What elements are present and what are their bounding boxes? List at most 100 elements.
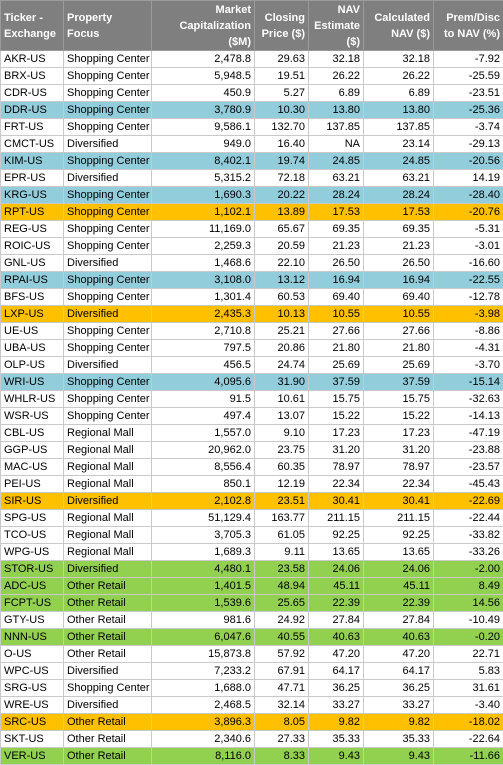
- property-focus-cell: Shopping Center: [64, 102, 152, 119]
- nav-estimate-cell: 25.69: [309, 357, 364, 374]
- prem-disc-cell: 31.61: [434, 680, 503, 697]
- property-focus-cell: Other Retail: [64, 612, 152, 629]
- ticker-cell: NNN-US: [1, 629, 64, 646]
- market-cap-cell: 8,402.1: [152, 153, 255, 170]
- prem-disc-cell: -23.57: [434, 459, 503, 476]
- market-cap-cell: 2,102.8: [152, 493, 255, 510]
- property-focus-cell: Diversified: [64, 357, 152, 374]
- property-focus-cell: Other Retail: [64, 629, 152, 646]
- prem-disc-cell: 5.83: [434, 663, 503, 680]
- closing-price-cell: 60.53: [255, 289, 309, 306]
- nav-estimate-cell: 24.06: [309, 561, 364, 578]
- prem-disc-cell: -22.69: [434, 493, 503, 510]
- market-cap-cell: 5,315.2: [152, 170, 255, 187]
- market-cap-cell: 1,468.6: [152, 255, 255, 272]
- ticker-cell: FCPT-US: [1, 595, 64, 612]
- calculated-nav-cell: 27.66: [364, 323, 434, 340]
- property-focus-cell: Shopping Center: [64, 391, 152, 408]
- market-cap-cell: 3,705.3: [152, 527, 255, 544]
- closing-price-cell: 32.14: [255, 697, 309, 714]
- nav-estimate-cell: 137.85: [309, 119, 364, 136]
- property-focus-cell: Regional Mall: [64, 544, 152, 561]
- calculated-nav-cell: 27.84: [364, 612, 434, 629]
- closing-price-cell: 40.55: [255, 629, 309, 646]
- calculated-nav-cell: 28.24: [364, 187, 434, 204]
- market-cap-cell: 4,095.6: [152, 374, 255, 391]
- closing-price-cell: 24.92: [255, 612, 309, 629]
- prem-disc-cell: -12.78: [434, 289, 503, 306]
- nav-estimate-cell: 26.22: [309, 68, 364, 85]
- closing-price-cell: 31.90: [255, 374, 309, 391]
- prem-disc-cell: -33.26: [434, 544, 503, 561]
- ticker-cell: TCO-US: [1, 527, 64, 544]
- nav-estimate-cell: 64.17: [309, 663, 364, 680]
- header-line: Property: [67, 10, 148, 26]
- property-focus-cell: Regional Mall: [64, 527, 152, 544]
- property-focus-cell: Diversified: [64, 561, 152, 578]
- property-focus-cell: Shopping Center: [64, 51, 152, 68]
- prem-disc-cell: -3.98: [434, 306, 503, 323]
- closing-price-cell: 8.33: [255, 748, 309, 765]
- closing-price-cell: 65.67: [255, 221, 309, 238]
- prem-disc-cell: -14.13: [434, 408, 503, 425]
- closing-price-cell: 61.05: [255, 527, 309, 544]
- prem-disc-cell: 14.19: [434, 170, 503, 187]
- property-focus-cell: Shopping Center: [64, 340, 152, 357]
- calculated-nav-cell: 47.20: [364, 646, 434, 663]
- market-cap-cell: 11,169.0: [152, 221, 255, 238]
- nav-estimate-cell: 17.23: [309, 425, 364, 442]
- calculated-nav-cell: 31.20: [364, 442, 434, 459]
- nav-estimate-cell: 35.33: [309, 731, 364, 748]
- prem-disc-cell: -47.19: [434, 425, 503, 442]
- header-line: Capitalization: [155, 18, 251, 34]
- property-focus-cell: Shopping Center: [64, 119, 152, 136]
- prem-disc-cell: -3.70: [434, 357, 503, 374]
- ticker-cell: BFS-US: [1, 289, 64, 306]
- calculated-nav-cell: 30.41: [364, 493, 434, 510]
- property-focus-cell: Shopping Center: [64, 187, 152, 204]
- ticker-cell: GTY-US: [1, 612, 64, 629]
- closing-price-cell: 19.51: [255, 68, 309, 85]
- header-line: Market: [155, 2, 251, 18]
- calculated-nav-cell: 26.22: [364, 68, 434, 85]
- closing-price-cell: 72.18: [255, 170, 309, 187]
- prem-disc-cell: -20.76: [434, 204, 503, 221]
- closing-price-cell: 10.13: [255, 306, 309, 323]
- nav-estimate-cell: 69.40: [309, 289, 364, 306]
- ticker-cell: FRT-US: [1, 119, 64, 136]
- ticker-cell: SRC-US: [1, 714, 64, 731]
- nav-estimate-cell: 16.94: [309, 272, 364, 289]
- nav-estimate-cell: 45.11: [309, 578, 364, 595]
- market-cap-cell: 1,301.4: [152, 289, 255, 306]
- prem-disc-cell: -23.88: [434, 442, 503, 459]
- header-line: Focus: [67, 26, 148, 42]
- header-line: ($): [312, 34, 360, 50]
- prem-disc-cell: -22.64: [434, 731, 503, 748]
- property-focus-cell: Diversified: [64, 663, 152, 680]
- ticker-cell: KRG-US: [1, 187, 64, 204]
- ticker-cell: WPC-US: [1, 663, 64, 680]
- closing-price-cell: 163.77: [255, 510, 309, 527]
- ticker-cell: MAC-US: [1, 459, 64, 476]
- market-cap-cell: 1,689.3: [152, 544, 255, 561]
- nav-estimate-cell: 10.55: [309, 306, 364, 323]
- prem-disc-cell: -3.01: [434, 238, 503, 255]
- market-cap-cell: 3,108.0: [152, 272, 255, 289]
- nav-estimate-cell: 30.41: [309, 493, 364, 510]
- closing-price-cell: 13.89: [255, 204, 309, 221]
- prem-disc-cell: 14.56: [434, 595, 503, 612]
- ticker-cell: REG-US: [1, 221, 64, 238]
- calculated-nav-cell: 10.55: [364, 306, 434, 323]
- closing-price-cell: 29.63: [255, 51, 309, 68]
- ticker-cell: SRG-US: [1, 680, 64, 697]
- closing-price-cell: 13.12: [255, 272, 309, 289]
